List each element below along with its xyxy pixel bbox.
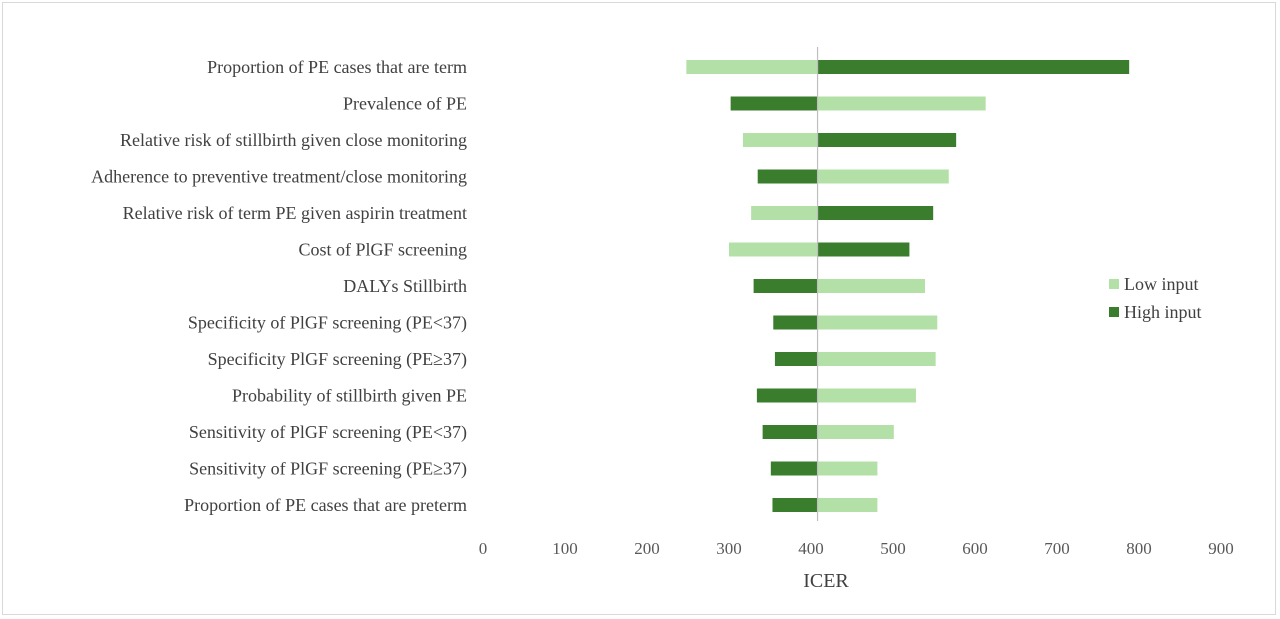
- bar-high-input-5: [817, 206, 934, 220]
- bar-low-input-3: [742, 133, 818, 147]
- bar-low-input-2: [817, 96, 986, 111]
- bar-high-input-7: [753, 279, 818, 293]
- category-label-13: Proportion of PE cases that are preterm: [184, 495, 467, 515]
- bars-layer: [686, 47, 1130, 521]
- category-label-7: DALYs Stillbirth: [343, 276, 467, 296]
- category-label-8: Specificity of PlGF screening (PE<37): [188, 313, 467, 334]
- category-label-4: Adherence to preventive treatment/close …: [91, 167, 467, 187]
- category-label-5: Relative risk of term PE given aspirin t…: [123, 203, 467, 223]
- bar-high-input-4: [757, 169, 818, 184]
- bar-low-input-5: [751, 206, 818, 220]
- category-label-12: Sensitivity of PlGF screening (PE≥37): [189, 459, 467, 480]
- x-tick-label-300: 300: [716, 539, 742, 558]
- category-label-9: Specificity PlGF screening (PE≥37): [208, 349, 467, 370]
- x-axis: 0 100 200 300 400 500 600 700 800 900: [479, 539, 1234, 558]
- category-labels: Proportion of PE cases that are term Prev…: [91, 57, 467, 515]
- x-tick-label-800: 800: [1126, 539, 1152, 558]
- category-label-11: Sensitivity of PlGF screening (PE<37): [189, 422, 467, 443]
- bar-high-input-8: [773, 315, 818, 330]
- category-label-3: Relative risk of stillbirth given close …: [120, 130, 467, 150]
- x-tick-label-100: 100: [552, 539, 578, 558]
- x-axis-title: ICER: [803, 570, 849, 592]
- x-tick-label-900: 900: [1208, 539, 1234, 558]
- bar-high-input-2: [730, 96, 818, 111]
- category-label-10: Probability of stillbirth given PE: [232, 386, 467, 406]
- bar-low-input-12: [817, 461, 878, 476]
- bar-high-input-1: [817, 60, 1130, 74]
- bar-low-input-13: [817, 498, 878, 512]
- x-tick-label-500: 500: [880, 539, 906, 558]
- bar-low-input-10: [817, 388, 916, 403]
- bar-high-input-13: [772, 498, 818, 512]
- tornado-chart: Proportion of PE cases that are term Prev…: [91, 47, 1234, 592]
- bar-low-input-1: [686, 60, 818, 74]
- bar-low-input-8: [817, 315, 938, 330]
- bar-high-input-6: [817, 242, 910, 257]
- x-tick-label-400: 400: [798, 539, 824, 558]
- x-tick-label-600: 600: [962, 539, 988, 558]
- bar-high-input-10: [756, 388, 818, 403]
- bar-low-input-7: [817, 279, 925, 293]
- legend-swatch-low-input: [1109, 279, 1119, 289]
- bar-low-input-9: [817, 352, 936, 366]
- x-tick-label-200: 200: [634, 539, 660, 558]
- legend: Low input High input: [1109, 274, 1202, 322]
- x-tick-label-0: 0: [479, 539, 488, 558]
- bar-low-input-6: [729, 242, 818, 257]
- bar-low-input-11: [817, 425, 894, 439]
- bar-high-input-3: [817, 133, 957, 147]
- legend-swatch-high-input: [1109, 307, 1119, 317]
- x-tick-label-700: 700: [1044, 539, 1070, 558]
- legend-label-low-input: Low input: [1124, 274, 1199, 294]
- bar-high-input-12: [770, 461, 818, 476]
- category-label-2: Prevalence of PE: [343, 94, 467, 114]
- bar-high-input-9: [774, 352, 818, 366]
- bar-low-input-4: [817, 169, 949, 184]
- category-label-1: Proportion of PE cases that are term: [207, 57, 467, 77]
- category-label-6: Cost of PlGF screening: [299, 240, 468, 260]
- legend-label-high-input: High input: [1124, 302, 1202, 322]
- bar-high-input-11: [762, 425, 818, 439]
